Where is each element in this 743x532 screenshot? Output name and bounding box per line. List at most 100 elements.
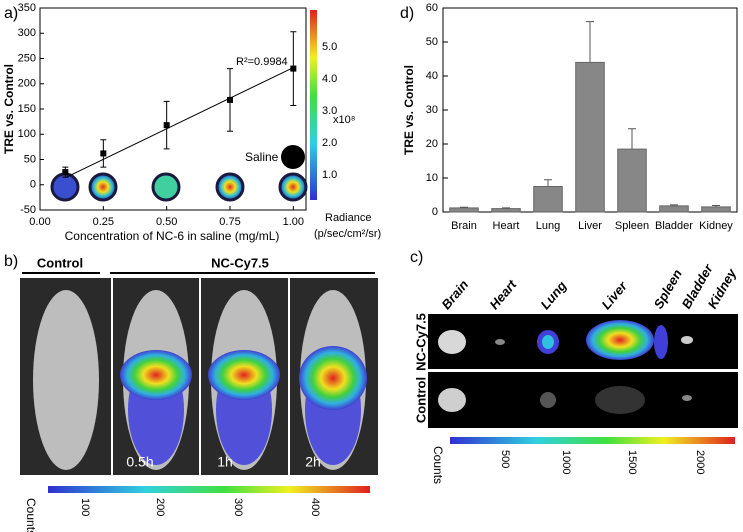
point bbox=[163, 122, 170, 129]
organ bbox=[654, 325, 668, 359]
colorbar-label: Counts bbox=[431, 446, 445, 484]
y-tick-label: -50 bbox=[20, 204, 36, 216]
panel-label: c) bbox=[410, 249, 423, 266]
error-bar bbox=[712, 205, 720, 207]
bar bbox=[449, 207, 479, 213]
colorbar-tick: 2.0 bbox=[322, 137, 337, 149]
colorbar-tick: 5.0 bbox=[322, 41, 337, 53]
error-bar bbox=[586, 21, 594, 63]
colorbar-unit: (p/sec/cm²/sr) bbox=[314, 228, 381, 240]
well bbox=[215, 172, 245, 202]
organ bbox=[438, 330, 466, 354]
group-label: NC-Cy7.5 bbox=[211, 255, 269, 270]
colorbar-tick: 1000 bbox=[560, 450, 572, 474]
bar bbox=[701, 206, 731, 213]
organ bbox=[495, 339, 505, 345]
organ bbox=[682, 395, 692, 401]
organ-images bbox=[428, 314, 738, 428]
y-tick-label: 200 bbox=[18, 78, 36, 90]
colorbar-label: Counts bbox=[24, 498, 38, 532]
x-tick-label: 0.50 bbox=[156, 216, 177, 228]
organ-label: Heart bbox=[486, 277, 519, 313]
panel-label: d) bbox=[400, 5, 414, 22]
colorbar-tick: 100 bbox=[79, 498, 91, 516]
mouse bbox=[33, 290, 99, 470]
y-tick-label: 30 bbox=[426, 104, 438, 116]
y-tick-label: 350 bbox=[18, 2, 36, 14]
organ-label: Brain bbox=[438, 277, 471, 312]
organ bbox=[586, 320, 654, 360]
y-tick-label: 150 bbox=[18, 103, 36, 115]
bar bbox=[491, 208, 521, 213]
x-tick-label: Lung bbox=[536, 220, 560, 232]
colorbar-tick: 400 bbox=[309, 498, 321, 516]
y-tick-label: 0 bbox=[30, 179, 36, 191]
well bbox=[151, 172, 181, 202]
y-tick-label: 50 bbox=[426, 36, 438, 48]
x-tick-label: 1.00 bbox=[283, 216, 304, 228]
annotation: R²=0.9984 bbox=[236, 56, 288, 68]
well bbox=[50, 172, 80, 202]
x-tick-label: Heart bbox=[493, 220, 520, 232]
y-axis-label: TRE vs. Control bbox=[2, 64, 16, 154]
x-tick-label: 0.25 bbox=[93, 216, 114, 228]
organ bbox=[542, 335, 554, 349]
signal bbox=[299, 346, 367, 410]
y-tick-label: 300 bbox=[18, 27, 36, 39]
point bbox=[290, 65, 297, 72]
y-tick-label: 20 bbox=[426, 138, 438, 150]
error-bar bbox=[502, 207, 510, 209]
point bbox=[100, 150, 107, 157]
colorbar-tick: 1.0 bbox=[322, 169, 337, 181]
panel-label: a) bbox=[4, 5, 18, 22]
organ bbox=[540, 392, 556, 408]
signal bbox=[208, 350, 280, 400]
colorbar-tick: 300 bbox=[232, 498, 244, 516]
colorbar-tick: 4.0 bbox=[322, 73, 337, 85]
error-bar bbox=[460, 206, 468, 208]
point bbox=[62, 169, 69, 176]
signal bbox=[120, 350, 192, 400]
colorbar-tick: 2000 bbox=[694, 450, 706, 474]
saline-label: Saline bbox=[245, 150, 279, 164]
x-tick-label: Liver bbox=[578, 220, 602, 232]
time-label: 0.5h bbox=[126, 454, 153, 470]
error-bar bbox=[628, 128, 636, 150]
x-tick-label: Bladder bbox=[655, 220, 693, 232]
group-label: Control bbox=[37, 255, 83, 270]
organ-label: Liver bbox=[598, 278, 630, 312]
y-tick-label: 60 bbox=[426, 2, 438, 14]
y-tick-label: 250 bbox=[18, 52, 36, 64]
x-tick-label: Brain bbox=[451, 220, 477, 232]
y-tick-label: 10 bbox=[426, 172, 438, 184]
bar bbox=[617, 148, 647, 213]
bar bbox=[575, 61, 605, 213]
x-tick-label: Spleen bbox=[615, 220, 649, 232]
image-row bbox=[428, 372, 738, 428]
time-label: 2h bbox=[305, 454, 321, 470]
colorbar-tick: 500 bbox=[499, 450, 511, 468]
colorbar-tick: 200 bbox=[154, 498, 166, 516]
row-label: Control bbox=[413, 377, 428, 423]
error-bar bbox=[544, 179, 552, 187]
x-tick-label: Kidney bbox=[699, 220, 733, 232]
organ bbox=[681, 336, 693, 344]
colorbar-tick: 3.0 bbox=[322, 105, 337, 117]
colorbar-label: Radiance bbox=[325, 212, 371, 224]
y-axis-label: TRE vs. Control bbox=[402, 65, 416, 155]
x-axis-label: Concentration of NC-6 in saline (mg/mL) bbox=[65, 229, 280, 243]
colorbar-tick: 1500 bbox=[626, 450, 638, 474]
colorbar bbox=[310, 10, 317, 200]
organ bbox=[438, 388, 466, 412]
y-tick-label: 100 bbox=[18, 128, 36, 140]
row-label: NC-Cy7.5 bbox=[413, 313, 428, 371]
colorbar bbox=[48, 486, 370, 493]
panel-label: b) bbox=[4, 253, 18, 270]
error-bar bbox=[670, 204, 678, 206]
y-tick-label: 0 bbox=[432, 206, 438, 218]
x-tick-label: 0.75 bbox=[219, 216, 240, 228]
organ-label: Lung bbox=[537, 278, 569, 312]
bar bbox=[659, 205, 689, 213]
time-label: 1h bbox=[217, 454, 233, 470]
